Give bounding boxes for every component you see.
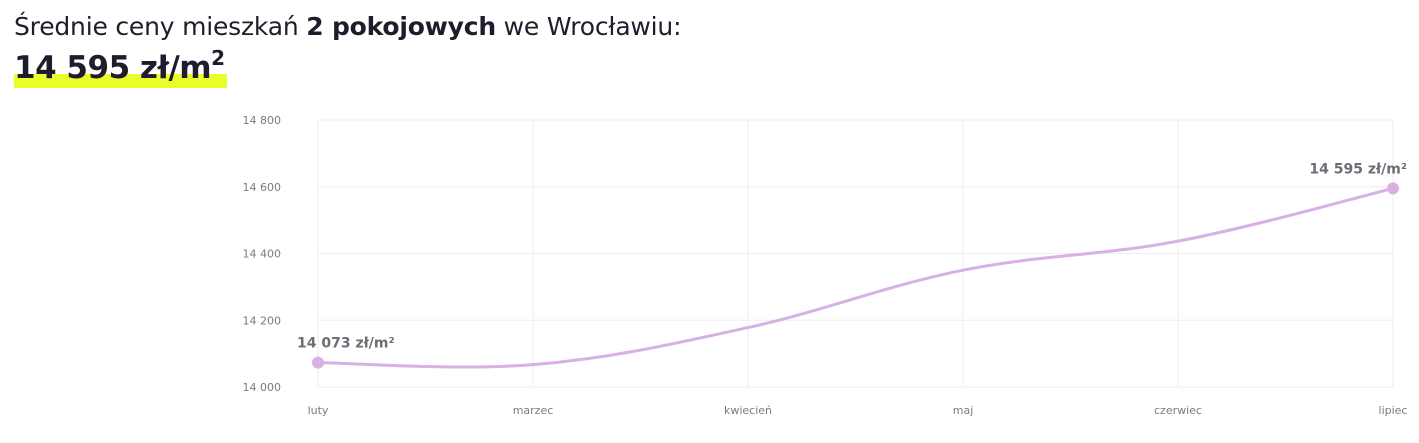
x-axis-ticks: luty marzec kwiecień maj czerwiec lipiec [308,404,1408,417]
data-value-label: 14 073 zł/m² [297,336,395,352]
points-layer [312,182,1399,369]
data-point [1387,182,1399,195]
value-labels-layer: 14 073 zł/m² 14 595 zł/m² [297,161,1407,351]
y-tick-label: 14 400 [243,248,282,261]
y-tick-label: 14 800 [243,114,282,127]
x-tick-label: czerwiec [1154,404,1202,417]
x-tick-label: maj [953,404,974,417]
x-tick-label: kwiecień [724,404,772,417]
grid-layer [317,119,1394,388]
x-tick-label: lipiec [1379,404,1408,417]
data-value-label: 14 595 zł/m² [1309,161,1407,177]
heading-bold: 2 pokojowych [306,12,496,41]
heading-suffix: we Wrocławiu: [495,12,682,41]
x-tick-label: luty [308,404,329,417]
chart-heading: Średnie ceny mieszkań 2 pokojowych we Wr… [14,10,681,44]
y-tick-label: 14 200 [243,314,282,327]
price-unit-sup: 2 [211,45,225,70]
current-price: 14 595 zł/m2 [14,48,227,88]
x-tick-label: marzec [513,404,554,417]
y-tick-label: 14 000 [243,381,282,394]
data-point [312,356,324,369]
y-axis-ticks: 14 000 14 200 14 400 14 600 14 800 [243,114,282,394]
series-line [316,186,1395,369]
price-value: 14 595 zł/m [14,50,212,86]
series-layer [316,186,1395,369]
y-tick-label: 14 600 [243,181,282,194]
heading-prefix: Średnie ceny mieszkań [14,12,307,41]
